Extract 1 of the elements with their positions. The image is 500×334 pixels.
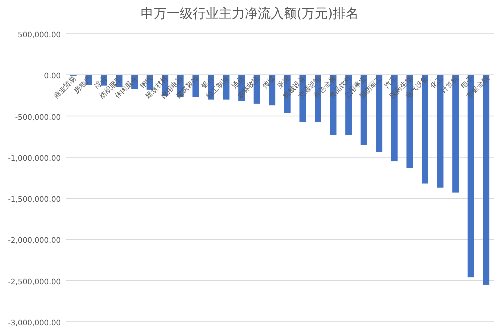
chart-title: 申万一级行业主力净流入额(万元)排名 [140, 6, 360, 22]
